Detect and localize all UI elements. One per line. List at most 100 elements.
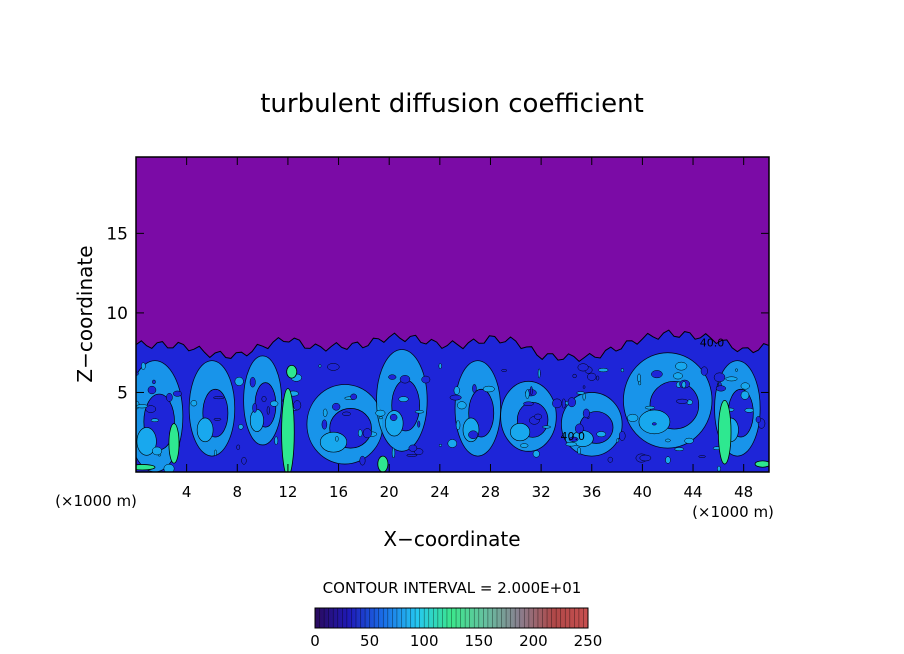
eddy-filament [136,427,157,456]
chart-title: turbulent diffusion coefficient [260,89,644,119]
speckle [627,413,639,422]
speckle [542,425,551,429]
speckle [575,423,584,434]
speckle [379,416,383,420]
speckle [607,456,614,463]
plot-frame [135,156,770,473]
eddy-filament [249,409,264,432]
speckle [665,456,671,464]
speckle [565,442,577,447]
speckle [172,390,182,397]
x-axis: 4 8 12 16 20 24 28 32 36 40 44 48 [182,157,753,501]
speckle [190,400,198,407]
speckle [740,382,750,390]
speckle [335,436,339,442]
speckle [270,400,279,407]
speckle [252,403,258,413]
speckle [698,455,706,458]
colorbar-tick-label: 250 [574,632,603,650]
speckle [359,455,366,466]
contour-label: 40.0 [700,336,725,349]
speckle [321,419,328,430]
speckle [644,405,655,410]
speckle [717,465,721,472]
speckle [534,413,543,420]
x-unit-left: (×1000 m) [55,492,137,510]
speckle [293,400,302,411]
colorbar-tick-label: 200 [519,632,548,650]
speckle [375,409,386,417]
speckle [147,385,157,395]
x-tick-label: 48 [734,483,753,501]
speckle [472,384,477,394]
speckle [447,439,458,448]
speckle [261,395,267,403]
eddy-filament [638,409,671,435]
speckle [274,436,279,445]
x-unit-right: (×1000 m) [692,503,774,521]
speckle [501,369,507,372]
speckle [408,444,418,452]
speckle [638,380,642,386]
speckle [755,416,761,423]
speckle [675,361,688,371]
speckle [639,454,652,462]
speckle [163,463,175,472]
speckle [618,431,626,441]
speckle [388,374,397,380]
speckle [238,424,244,430]
speckle [249,376,256,388]
speckle [141,362,146,370]
speckle [357,429,363,437]
eddy-filament [510,423,531,442]
y-tick-label: 15 [106,224,128,244]
speckle [684,437,694,444]
speckle [576,391,585,395]
speckle [596,431,607,438]
speckle [417,420,421,428]
y-axis: 5 10 15 [106,224,769,403]
colorbar-tick-label: 0 [310,632,320,650]
y-tick-label: 5 [117,383,128,403]
speckle [213,396,225,400]
speckle [398,396,409,402]
speckle [482,385,495,393]
speckle [438,443,442,447]
speckle [468,430,479,440]
x-tick-label: 20 [380,483,399,501]
speckle [453,386,460,395]
x-axis-label: X−coordinate [383,527,520,551]
speckle [598,367,609,373]
speckle [572,373,577,379]
speckle [406,454,418,457]
speckle [620,368,624,373]
speckle [322,408,328,417]
speckle [455,420,461,431]
speckle [523,401,534,406]
high-diffusion-plume [286,365,298,379]
y-axis-label: Z−coordinate [73,245,97,382]
speckle [715,385,727,392]
high-diffusion-plume [281,388,295,472]
speckle [342,411,351,417]
contour-line [136,329,769,363]
colorbar-stripes [319,608,584,628]
speckle [520,443,529,448]
x-tick-label: 8 [233,483,243,501]
speckle [673,372,683,380]
speckle [577,363,589,372]
speckle [537,368,541,379]
speckle [725,376,738,382]
colorbar-ticks: 0 50 100 150 200 250 [310,632,602,650]
speckle [651,422,657,426]
colorbar-tick-label: 50 [360,632,379,650]
speckle [414,410,425,414]
high-diffusion-plume [136,464,156,471]
speckle [236,444,241,450]
colorbar-tick-label: 100 [410,632,439,650]
speckle [399,375,411,384]
speckle [740,390,750,400]
x-tick-label: 16 [329,483,348,501]
speckle [616,438,620,443]
speckle [151,446,163,456]
